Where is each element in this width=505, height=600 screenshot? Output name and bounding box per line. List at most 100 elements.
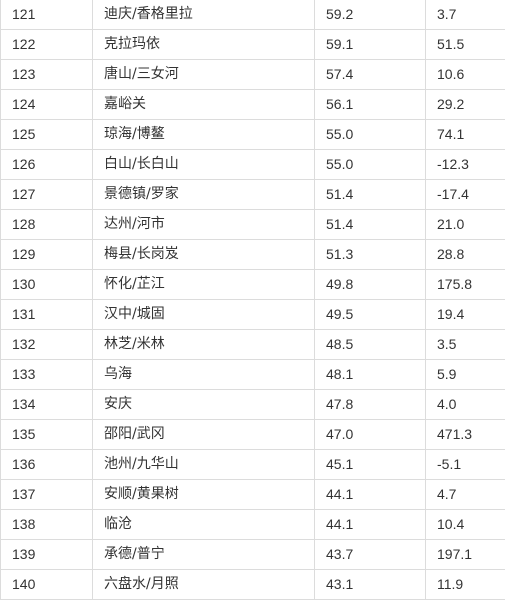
change-cell: -17.4 — [426, 180, 505, 210]
city-cell: 白山/长白山 — [93, 150, 315, 180]
change-cell: 175.8 — [426, 270, 505, 300]
rank-cell: 133 — [1, 360, 93, 390]
change-cell: 4.0 — [426, 390, 505, 420]
city-cell: 乌海 — [93, 360, 315, 390]
change-cell: 74.1 — [426, 120, 505, 150]
score-cell: 48.5 — [315, 330, 426, 360]
city-cell: 唐山/三女河 — [93, 60, 315, 90]
rank-cell: 139 — [1, 540, 93, 570]
change-cell: 5.9 — [426, 360, 505, 390]
city-cell: 承德/普宁 — [93, 540, 315, 570]
city-cell: 达州/河市 — [93, 210, 315, 240]
rank-cell: 121 — [1, 0, 93, 30]
score-cell: 55.0 — [315, 150, 426, 180]
score-cell: 55.0 — [315, 120, 426, 150]
score-cell: 59.2 — [315, 0, 426, 30]
rank-cell: 128 — [1, 210, 93, 240]
change-cell: 28.8 — [426, 240, 505, 270]
city-cell: 邵阳/武冈 — [93, 420, 315, 450]
city-cell: 琼海/博鳌 — [93, 120, 315, 150]
score-cell: 51.4 — [315, 180, 426, 210]
score-cell: 47.8 — [315, 390, 426, 420]
score-cell: 44.1 — [315, 480, 426, 510]
change-cell: 3.5 — [426, 330, 505, 360]
city-cell: 梅县/长岗岌 — [93, 240, 315, 270]
score-cell: 51.4 — [315, 210, 426, 240]
city-cell: 六盘水/月照 — [93, 570, 315, 600]
score-cell: 57.4 — [315, 60, 426, 90]
rank-cell: 140 — [1, 570, 93, 600]
score-cell: 56.1 — [315, 90, 426, 120]
score-cell: 49.5 — [315, 300, 426, 330]
city-cell: 安顺/黄果树 — [93, 480, 315, 510]
city-cell: 林芝/米林 — [93, 330, 315, 360]
change-cell: 10.6 — [426, 60, 505, 90]
score-cell: 51.3 — [315, 240, 426, 270]
rank-cell: 136 — [1, 450, 93, 480]
rank-cell: 131 — [1, 300, 93, 330]
score-cell: 43.7 — [315, 540, 426, 570]
score-cell: 49.8 — [315, 270, 426, 300]
rank-cell: 127 — [1, 180, 93, 210]
city-cell: 克拉玛依 — [93, 30, 315, 60]
city-cell: 景德镇/罗家 — [93, 180, 315, 210]
change-cell: -5.1 — [426, 450, 505, 480]
rank-cell: 123 — [1, 60, 93, 90]
change-cell: 4.7 — [426, 480, 505, 510]
rank-cell: 130 — [1, 270, 93, 300]
rank-cell: 122 — [1, 30, 93, 60]
rank-cell: 125 — [1, 120, 93, 150]
city-cell: 池州/九华山 — [93, 450, 315, 480]
rank-cell: 124 — [1, 90, 93, 120]
change-cell: 10.4 — [426, 510, 505, 540]
rank-cell: 137 — [1, 480, 93, 510]
score-cell: 43.1 — [315, 570, 426, 600]
change-cell: 3.7 — [426, 0, 505, 30]
city-cell: 临沧 — [93, 510, 315, 540]
rank-cell: 132 — [1, 330, 93, 360]
change-cell: 197.1 — [426, 540, 505, 570]
city-cell: 安庆 — [93, 390, 315, 420]
score-cell: 59.1 — [315, 30, 426, 60]
change-cell: -12.3 — [426, 150, 505, 180]
score-cell: 48.1 — [315, 360, 426, 390]
rank-cell: 135 — [1, 420, 93, 450]
change-cell: 51.5 — [426, 30, 505, 60]
score-cell: 44.1 — [315, 510, 426, 540]
change-cell: 21.0 — [426, 210, 505, 240]
rank-cell: 126 — [1, 150, 93, 180]
score-cell: 45.1 — [315, 450, 426, 480]
city-cell: 怀化/芷江 — [93, 270, 315, 300]
change-cell: 19.4 — [426, 300, 505, 330]
change-cell: 471.3 — [426, 420, 505, 450]
rank-cell: 138 — [1, 510, 93, 540]
city-cell: 迪庆/香格里拉 — [93, 0, 315, 30]
rank-cell: 134 — [1, 390, 93, 420]
rank-cell: 129 — [1, 240, 93, 270]
change-cell: 29.2 — [426, 90, 505, 120]
city-cell: 汉中/城固 — [93, 300, 315, 330]
change-cell: 11.9 — [426, 570, 505, 600]
city-cell: 嘉峪关 — [93, 90, 315, 120]
